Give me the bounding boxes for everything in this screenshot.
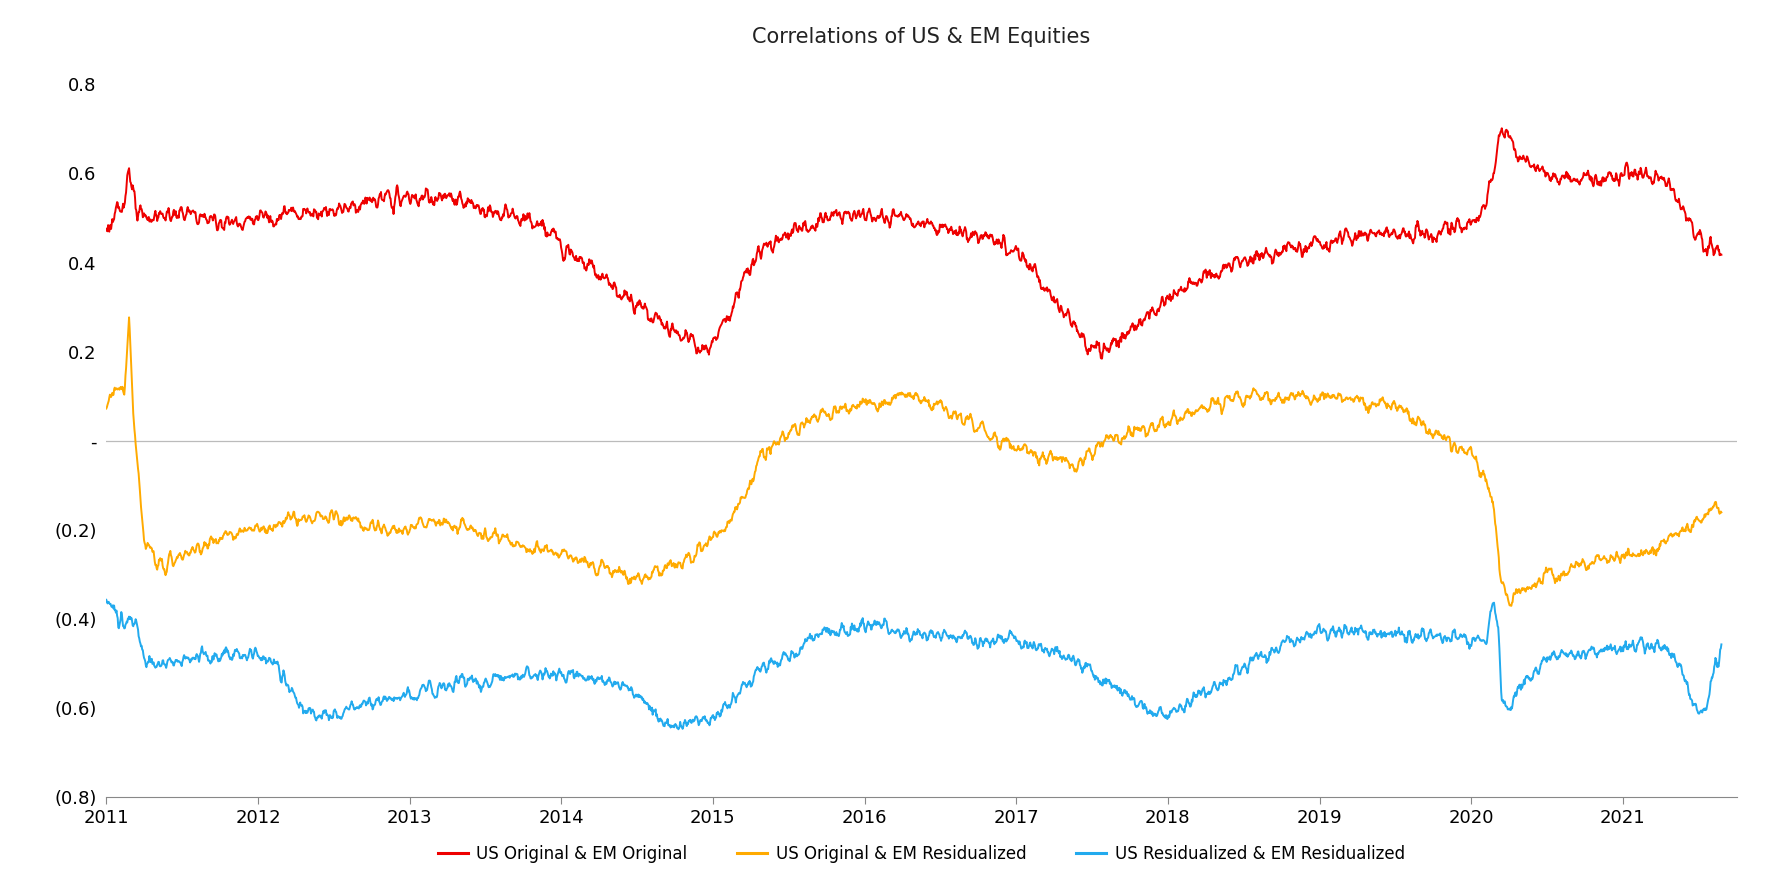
Title: Correlations of US & EM Equities: Correlations of US & EM Equities <box>753 27 1090 47</box>
Legend: US Original & EM Original, US Original & EM Residualized, US Residualized & EM R: US Original & EM Original, US Original &… <box>431 839 1412 870</box>
